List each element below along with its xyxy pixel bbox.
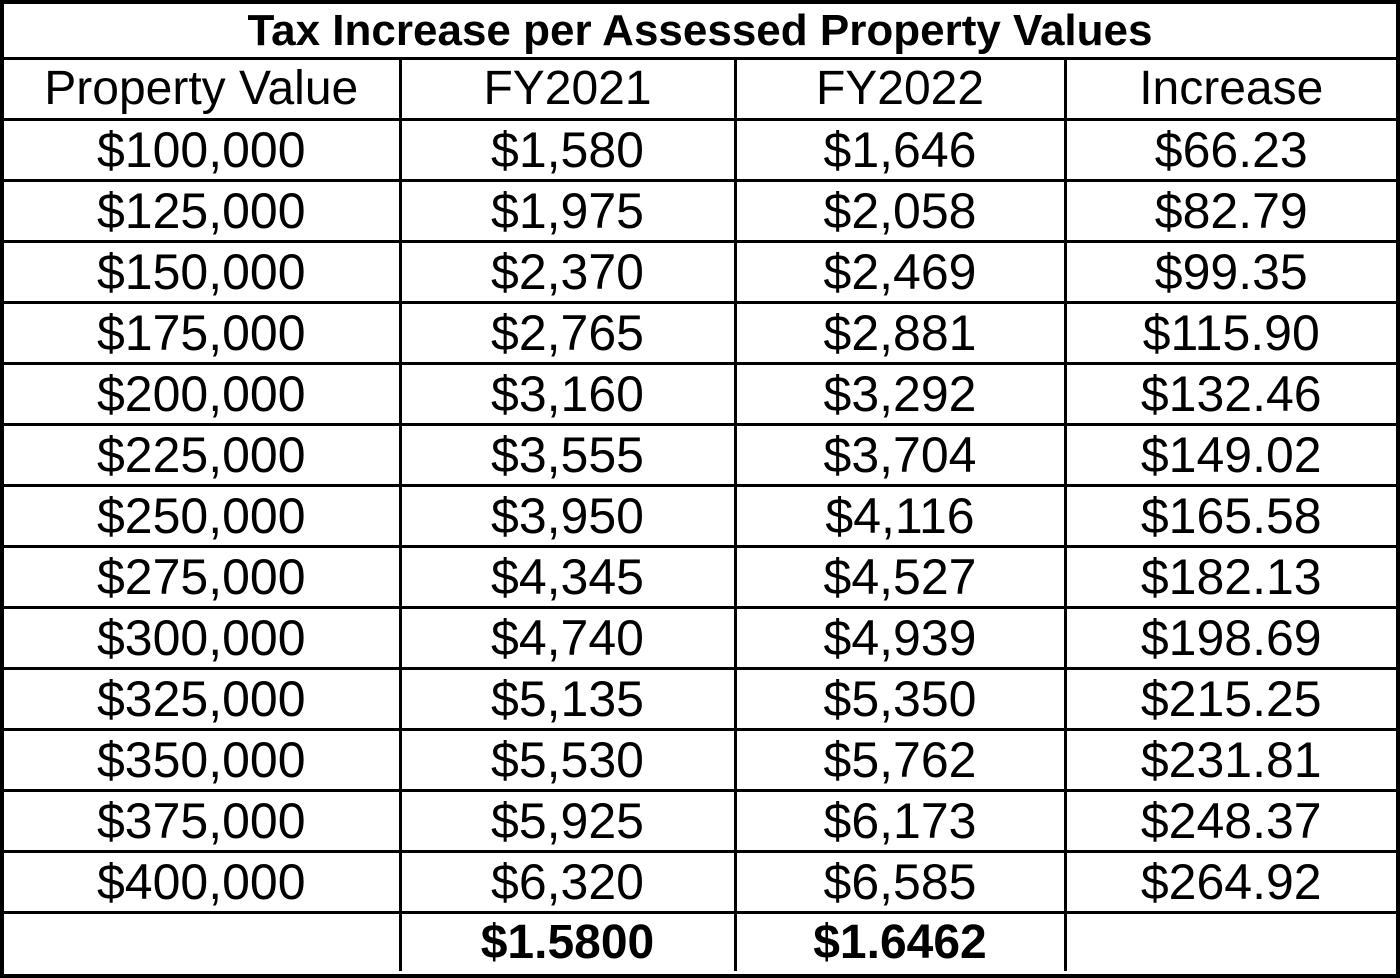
cell-increase: $99.35 [1063, 240, 1397, 304]
cell-property-value: $100,000 [4, 118, 402, 182]
cell-increase: $264.92 [1063, 850, 1397, 913]
table-body: $100,000 $1,580 $1,646 $66.23 $125,000 $1,975… [4, 118, 1397, 913]
cell-increase: $165.58 [1063, 484, 1397, 548]
cell-fy2021: $3,950 [398, 484, 737, 548]
table-row: $175,000 $2,765 $2,881 $115.90 [4, 301, 1397, 365]
table-row: $250,000 $3,950 $4,116 $165.58 [4, 484, 1397, 548]
table-row: $400,000 $6,320 $6,585 $264.92 [4, 850, 1397, 913]
cell-property-value: $375,000 [4, 789, 402, 853]
cell-property-value: $300,000 [4, 606, 402, 670]
cell-fy2021: $6,320 [398, 850, 737, 913]
cell-increase: $198.69 [1063, 606, 1397, 670]
cell-property-value: $225,000 [4, 423, 402, 487]
cell-fy2021: $1,975 [398, 179, 737, 243]
cell-fy2021: $5,925 [398, 789, 737, 853]
cell-increase: $149.02 [1063, 423, 1397, 487]
cell-fy2022: $4,527 [733, 545, 1067, 609]
cell-fy2021: $1,580 [398, 118, 737, 182]
table-row: $150,000 $2,370 $2,469 $99.35 [4, 240, 1397, 304]
cell-fy2022: $4,939 [733, 606, 1067, 670]
table-row: $200,000 $3,160 $3,292 $132.46 [4, 362, 1397, 426]
cell-property-value: $275,000 [4, 545, 402, 609]
cell-property-value: $200,000 [4, 362, 402, 426]
cell-fy2021: $4,345 [398, 545, 737, 609]
cell-fy2021: $3,555 [398, 423, 737, 487]
cell-fy2021: $4,740 [398, 606, 737, 670]
cell-property-value: $125,000 [4, 179, 402, 243]
cell-fy2022: $4,116 [733, 484, 1067, 548]
cell-fy2021: $5,135 [398, 667, 737, 731]
cell-fy2021: $2,765 [398, 301, 737, 365]
cell-fy2022: $2,469 [733, 240, 1067, 304]
cell-fy2022: $3,292 [733, 362, 1067, 426]
cell-property-value: $150,000 [4, 240, 402, 304]
cell-fy2022: $3,704 [733, 423, 1067, 487]
cell-property-value: $400,000 [4, 850, 402, 913]
cell-property-value: $175,000 [4, 301, 402, 365]
tax-rate-row: $1.5800 $1.6462 [4, 911, 1397, 971]
cell-fy2022: $2,058 [733, 179, 1067, 243]
cell-increase: $82.79 [1063, 179, 1397, 243]
column-header-fy2021: FY2021 [398, 57, 737, 121]
cell-increase: $248.37 [1063, 789, 1397, 853]
tax-rate-cell-empty [4, 911, 402, 971]
table-row: $100,000 $1,580 $1,646 $66.23 [4, 118, 1397, 182]
tax-rate-fy2021: $1.5800 [398, 911, 737, 971]
cell-fy2022: $5,350 [733, 667, 1067, 731]
table-row: $275,000 $4,345 $4,527 $182.13 [4, 545, 1397, 609]
cell-property-value: $250,000 [4, 484, 402, 548]
cell-fy2021: $5,530 [398, 728, 737, 792]
table-title-row: Tax Increase per Assessed Property Value… [4, 4, 1397, 60]
table-row: $225,000 $3,555 $3,704 $149.02 [4, 423, 1397, 487]
cell-fy2022: $6,173 [733, 789, 1067, 853]
cell-fy2022: $1,646 [733, 118, 1067, 182]
cell-fy2022: $5,762 [733, 728, 1067, 792]
tax-increase-table: Tax Increase per Assessed Property Value… [4, 4, 1397, 971]
cell-increase: $132.46 [1063, 362, 1397, 426]
cell-increase: $215.25 [1063, 667, 1397, 731]
cell-increase: $66.23 [1063, 118, 1397, 182]
cell-fy2021: $3,160 [398, 362, 737, 426]
column-header-property-value: Property Value [4, 57, 402, 121]
table-row: $350,000 $5,530 $5,762 $231.81 [4, 728, 1397, 792]
cell-increase: $231.81 [1063, 728, 1397, 792]
cell-fy2021: $2,370 [398, 240, 737, 304]
cell-increase: $182.13 [1063, 545, 1397, 609]
tax-rate-cell-empty [1063, 911, 1397, 971]
column-header-row: Property Value FY2021 FY2022 Increase [4, 57, 1397, 121]
table-row: $125,000 $1,975 $2,058 $82.79 [4, 179, 1397, 243]
table-row: $325,000 $5,135 $5,350 $215.25 [4, 667, 1397, 731]
cell-property-value: $325,000 [4, 667, 402, 731]
cell-fy2022: $6,585 [733, 850, 1067, 913]
column-header-fy2022: FY2022 [733, 57, 1067, 121]
table-row: $300,000 $4,740 $4,939 $198.69 [4, 606, 1397, 670]
table-row: $375,000 $5,925 $6,173 $248.37 [4, 789, 1397, 853]
cell-fy2022: $2,881 [733, 301, 1067, 365]
tax-rate-fy2022: $1.6462 [733, 911, 1067, 971]
table-title: Tax Increase per Assessed Property Value… [4, 4, 1397, 60]
cell-property-value: $350,000 [4, 728, 402, 792]
column-header-increase: Increase [1063, 57, 1397, 121]
cell-increase: $115.90 [1063, 301, 1397, 365]
